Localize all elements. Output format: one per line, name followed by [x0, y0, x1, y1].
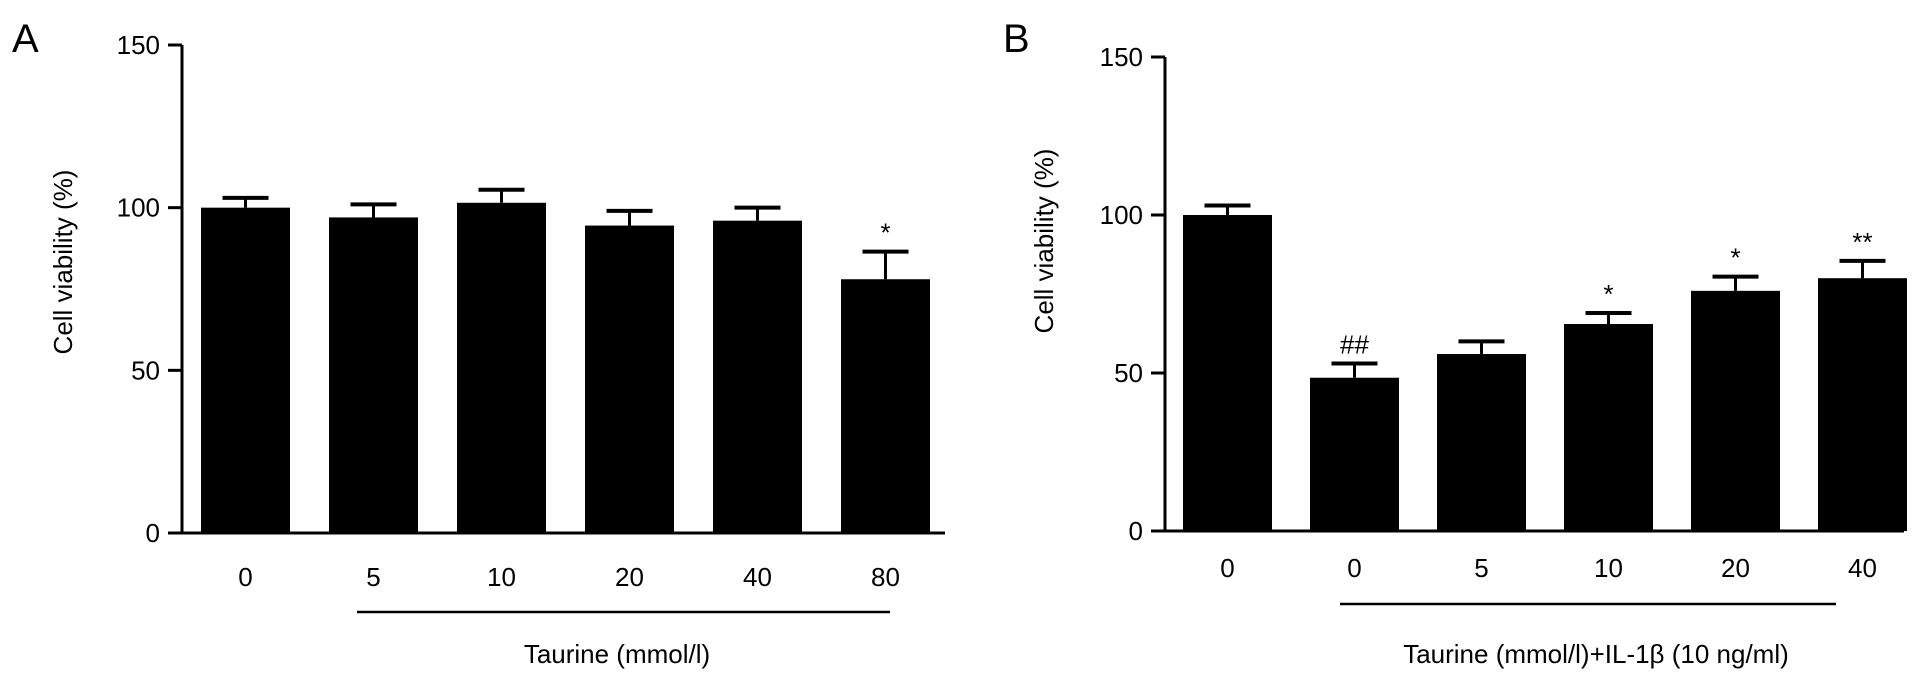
- panel-a-significance-mark: *: [880, 218, 890, 248]
- panel-a-y-tick-label: 150: [117, 30, 160, 60]
- panel-b-bar: [1691, 290, 1780, 531]
- panel-b-bar: [1183, 215, 1272, 531]
- panel-a-bar: [713, 220, 802, 533]
- panel-b-significance-mark: *: [1603, 279, 1613, 309]
- panel-a-x-tick-label: 10: [487, 562, 516, 592]
- panel-b-y-tick-label: 100: [1100, 200, 1143, 230]
- panel-a-group-label: Taurine (mmol/l): [524, 639, 710, 669]
- panel-b-x-tick-label: 0: [1347, 553, 1361, 583]
- panel-b-x-tick-label: 20: [1721, 553, 1750, 583]
- panel-b-significance-mark: ##: [1340, 330, 1369, 360]
- panel-b-y-tick-label: 150: [1100, 42, 1143, 72]
- panel-a-x-tick-label: 5: [366, 562, 380, 592]
- panel-a-y-tick-label: 100: [117, 193, 160, 223]
- panel-a-x-tick-label: 0: [238, 562, 252, 592]
- panel-b-bar: [1818, 278, 1907, 531]
- panel-b-x-tick-label: 40: [1848, 553, 1877, 583]
- panel-a-letter: A: [12, 17, 39, 61]
- panel-a: A Cell viability (%) Taurine (mmol/l) 0 5…: [12, 17, 945, 669]
- panel-b-x-tick-label: 5: [1474, 553, 1488, 583]
- panel-b-x-tick-label: 10: [1594, 553, 1623, 583]
- panel-a-bar: [841, 279, 930, 533]
- panel-b-significance-mark: **: [1852, 227, 1872, 257]
- panel-b-group-label: Taurine (mmol/l)+IL-1β (10 ng/ml): [1403, 639, 1789, 669]
- panel-a-x-tick-label: 40: [743, 562, 772, 592]
- panel-a-y-axis-label: Cell viability (%): [48, 170, 78, 355]
- panel-a-bar: [329, 217, 418, 533]
- panel-b-bar: [1310, 377, 1399, 531]
- panel-b-y-tick-label: 0: [1129, 516, 1143, 546]
- panel-b-letter: B: [1003, 17, 1030, 61]
- panel-a-bar: [457, 202, 546, 533]
- panel-a-bar: [585, 225, 674, 533]
- panel-b-x-tick-label: 0: [1220, 553, 1234, 583]
- panel-a-y-tick-label: 50: [131, 355, 160, 385]
- panel-b: B Cell viability (%) Taurine (mmol/l)+IL…: [1003, 17, 1907, 669]
- panel-b-bar: [1564, 324, 1653, 531]
- panel-a-x-tick-label: 20: [615, 562, 644, 592]
- panel-a-y-tick-label: 0: [146, 518, 160, 548]
- panel-b-y-tick-label: 50: [1114, 358, 1143, 388]
- panel-a-bar: [201, 207, 290, 533]
- panel-b-y-axis-label: Cell viability (%): [1029, 149, 1059, 334]
- panel-b-significance-mark: *: [1730, 243, 1740, 273]
- panel-b-bar: [1437, 354, 1526, 531]
- panel-a-x-tick-label: 80: [871, 562, 900, 592]
